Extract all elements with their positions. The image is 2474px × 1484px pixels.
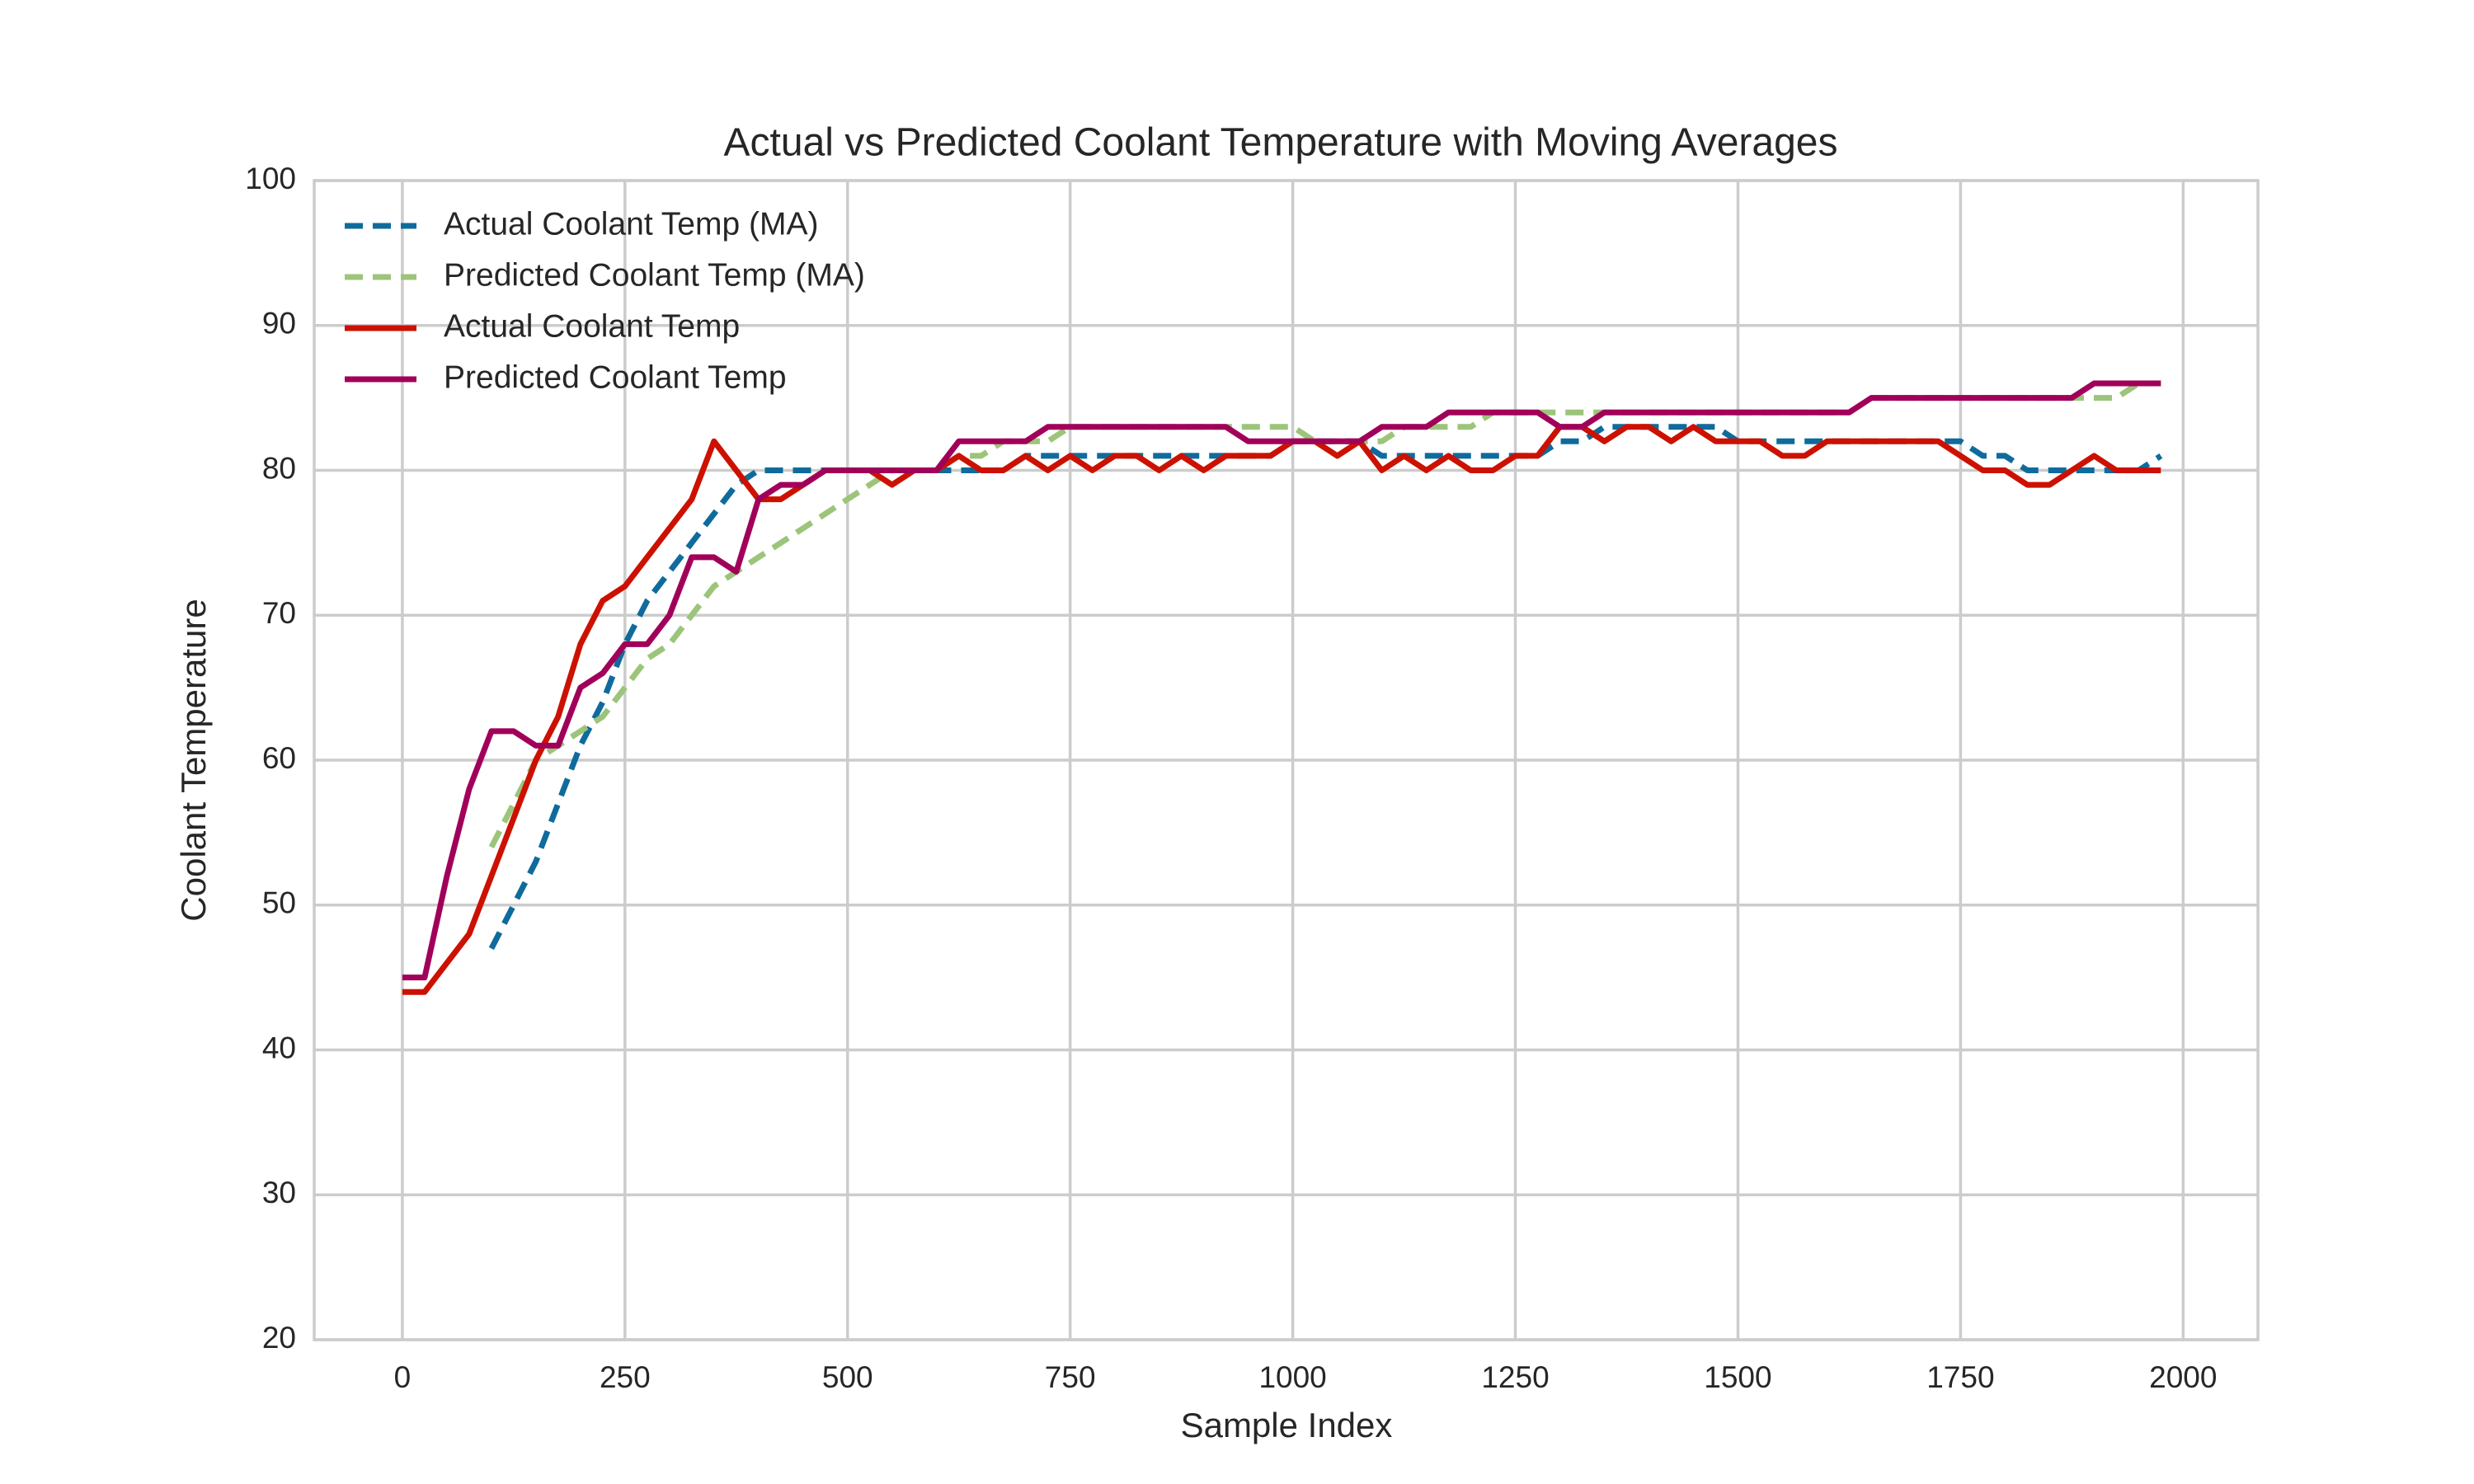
x-tick-label: 1000: [1258, 1360, 1326, 1394]
x-tick-label: 1500: [1704, 1360, 1771, 1394]
legend-label: Predicted Coolant Temp: [444, 359, 787, 395]
series-line: [488, 424, 2163, 951]
y-axis-label: Coolant Temperature: [174, 599, 213, 921]
x-tick-label: 1750: [1926, 1360, 1994, 1394]
legend-label: Actual Coolant Temp (MA): [444, 206, 818, 242]
y-tick-label: 70: [262, 596, 296, 630]
legend-label: Actual Coolant Temp: [444, 308, 740, 344]
x-tick-label: 2000: [2149, 1360, 2217, 1394]
x-tick-label: 500: [822, 1360, 873, 1394]
y-tick-label: 60: [262, 741, 296, 775]
series-line: [402, 380, 2161, 981]
x-tick-label: 0: [394, 1360, 412, 1394]
x-tick-label: 750: [1045, 1360, 1096, 1394]
chart-title: Actual vs Predicted Coolant Temperature …: [724, 121, 1838, 165]
y-tick-label: 100: [245, 162, 296, 195]
legend-label: Predicted Coolant Temp (MA): [444, 257, 865, 293]
y-tick-label: 40: [262, 1031, 296, 1064]
y-tick-label: 30: [262, 1176, 296, 1209]
x-axis-label: Sample Index: [1181, 1406, 1393, 1444]
y-tick-label: 90: [262, 307, 296, 340]
x-tick-label: 1250: [1481, 1360, 1549, 1394]
y-tick-label: 50: [262, 886, 296, 920]
y-tick-label: 80: [262, 451, 296, 485]
x-tick-label: 250: [600, 1360, 651, 1394]
y-tick-label: 20: [262, 1321, 296, 1355]
plot-frame: [313, 179, 2260, 1341]
series-line: [402, 424, 2161, 995]
